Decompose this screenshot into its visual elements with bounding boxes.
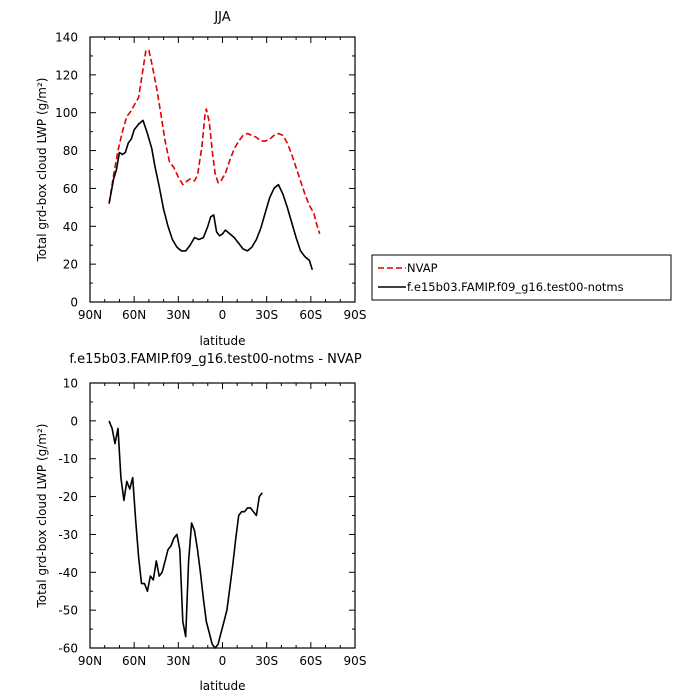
legend-label: NVAP [407, 261, 438, 275]
x-tick-label: 0 [219, 654, 227, 668]
legend-label: f.e15b03.FAMIP.f09_g16.test00-notms [407, 280, 624, 294]
y-tick-label: -40 [58, 566, 78, 580]
series-line-difference [108, 420, 263, 649]
y-tick-label: 140 [55, 31, 78, 45]
x-tick-label: 90S [344, 654, 367, 668]
y-tick-label: 40 [63, 220, 78, 234]
chart-panel-1: JJA 90N 60N 30N 0 30S 60S 90S 0 20 40 60 80 100 120 140… [35, 10, 672, 348]
y-tick-label: 80 [63, 144, 78, 158]
x-axis-label: latitude [199, 334, 245, 348]
legend: NVAP f.e15b03.FAMIP.f09_g16.test00-notms [371, 254, 672, 301]
y-tick-label: -20 [58, 490, 78, 504]
y-tick-label: -60 [58, 642, 78, 656]
chart-title: f.e15b03.FAMIP.f09_g16.test00-notms - NV… [69, 352, 362, 367]
x-tick-label: 30N [166, 308, 190, 322]
y-tick-label: -50 [58, 604, 78, 618]
x-tick-label: 30N [166, 654, 190, 668]
x-axis-label: latitude [199, 679, 245, 693]
x-tick-label: 60N [122, 308, 146, 322]
x-tick-label: 90S [344, 308, 367, 322]
y-tick-label: 10 [63, 377, 78, 391]
x-tick-label: 60S [299, 308, 322, 322]
x-tick-label: 60N [122, 654, 146, 668]
x-tick-label: 0 [219, 308, 227, 322]
y-axis-label: Total grd-box cloud LWP (g/m²) [35, 424, 49, 609]
chart-title: JJA [213, 10, 230, 25]
y-tick-label: 20 [63, 258, 78, 272]
y-tick-label: -30 [58, 528, 78, 542]
legend-box [371, 254, 672, 301]
x-tick-label: 60S [299, 654, 322, 668]
y-tick-label: 0 [70, 414, 78, 428]
plot-frame [89, 36, 356, 303]
y-axis-label: Total grd-box cloud LWP (g/m²) [35, 78, 49, 263]
y-tick-label: 0 [70, 296, 78, 310]
x-tick-label: 90N [78, 308, 102, 322]
series-line-f-e15b03-famip-f09-g16-test00-notms [108, 119, 314, 271]
y-tick-label: 120 [55, 68, 78, 82]
x-tick-label: 30S [255, 308, 278, 322]
y-tick-label: -10 [58, 452, 78, 466]
x-tick-label: 90N [78, 654, 102, 668]
series-line-nvap [108, 49, 321, 235]
y-tick-label: 60 [63, 182, 78, 196]
y-tick-label: 100 [55, 106, 78, 120]
chart-panel-2: f.e15b03.FAMIP.f09_g16.test00-notms - NV… [35, 352, 366, 693]
x-tick-label: 30S [255, 654, 278, 668]
plot-frame [89, 382, 356, 649]
